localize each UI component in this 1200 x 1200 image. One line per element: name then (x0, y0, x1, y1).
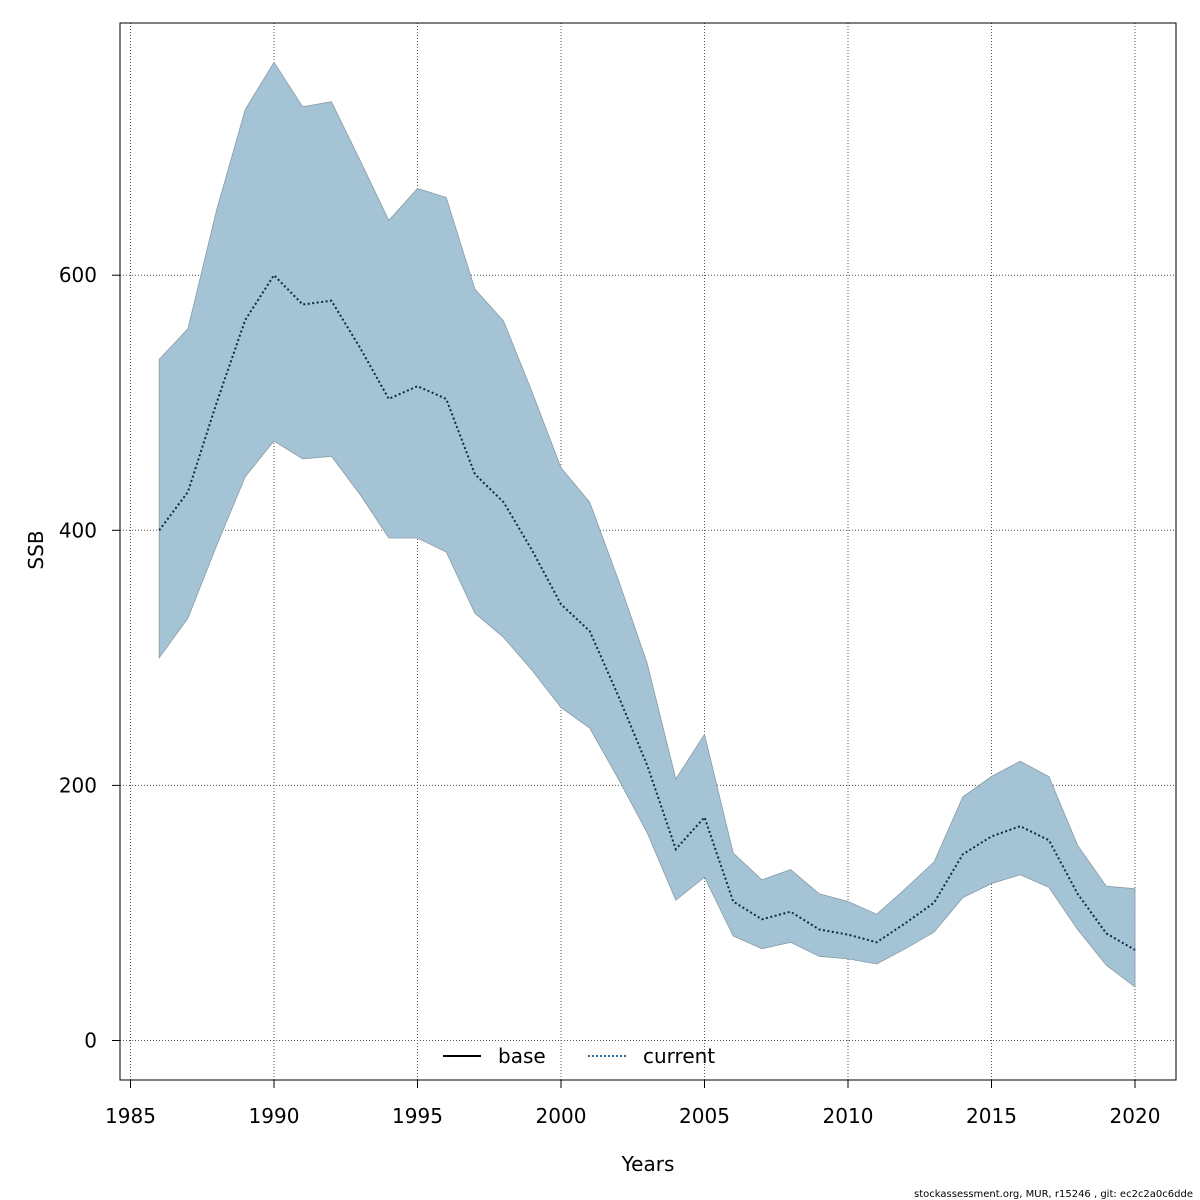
credit-footer: stockassessment.org, MUR, r15246 , git: … (914, 1189, 1193, 1200)
y-tick-label-0: 0 (84, 1029, 97, 1053)
x-tick-label-2010: 2010 (823, 1104, 874, 1128)
y-tick-label-200: 200 (59, 773, 97, 797)
y-axis: 0 200 400 600 (59, 263, 121, 1053)
y-axis-title: SSB (24, 530, 48, 569)
x-tick-label-1990: 1990 (249, 1104, 300, 1128)
legend-label-current: current (643, 1044, 715, 1068)
x-axis-title: Years (621, 1152, 675, 1176)
legend: base current (443, 1044, 715, 1068)
x-tick-label-1995: 1995 (392, 1104, 443, 1128)
series-line-current (158, 273, 1136, 951)
y-tick-label-400: 400 (59, 518, 97, 542)
x-axis: 1985 1990 1995 2000 2005 2010 2015 2020 (105, 1079, 1161, 1128)
x-tick-label-2020: 2020 (1110, 1104, 1161, 1128)
legend-label-base: base (498, 1044, 546, 1068)
x-tick-label-2005: 2005 (679, 1104, 730, 1128)
x-tick-label-2015: 2015 (966, 1104, 1017, 1128)
x-tick-label-2000: 2000 (536, 1104, 587, 1128)
x-tick-label-1985: 1985 (105, 1104, 156, 1128)
y-tick-label-600: 600 (59, 263, 97, 287)
confidence-band (158, 61, 1136, 988)
